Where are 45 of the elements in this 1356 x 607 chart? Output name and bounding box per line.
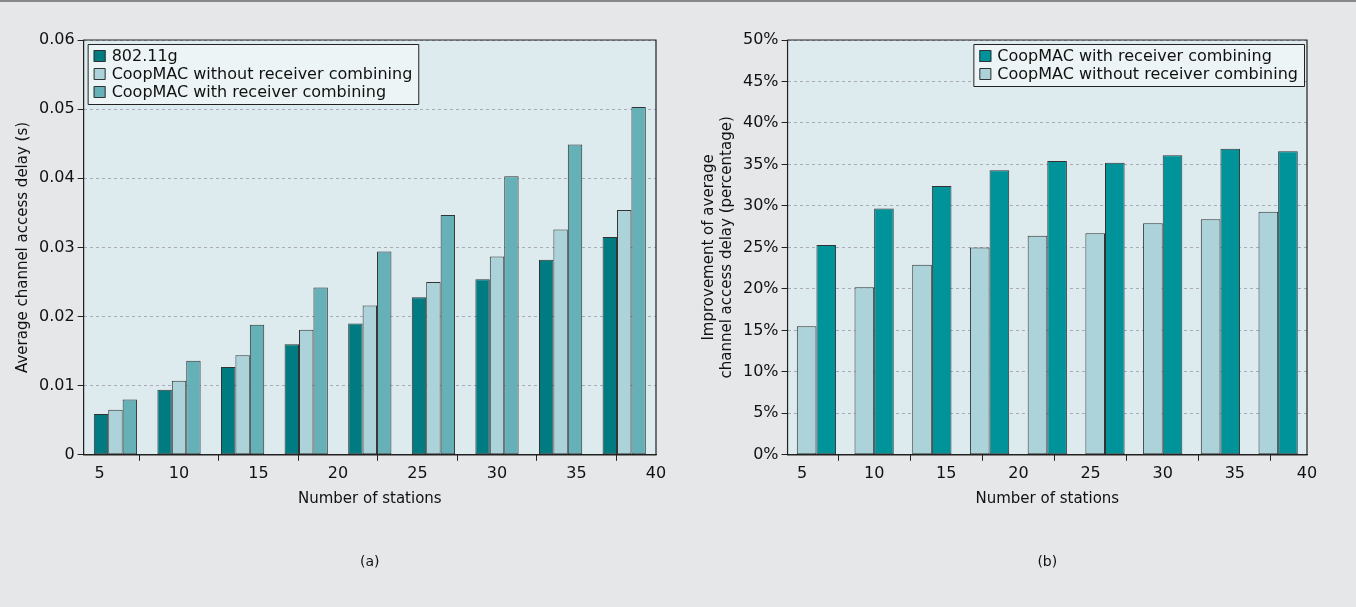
x-tick-label: 15	[248, 462, 269, 482]
x-tick-label: 10	[168, 462, 190, 482]
y-axis-title: Improvement of average channel access delay (percentage)	[698, 116, 735, 379]
y-tick-label: 50%	[743, 29, 779, 49]
x-tick-label: 20	[1008, 462, 1029, 482]
x-tick-label: 25	[407, 462, 428, 482]
x-tick-label: 40	[645, 462, 667, 482]
y-tick-label: 0.01	[39, 374, 75, 394]
y-tick-label: 0	[64, 443, 75, 463]
y-axis-title: Average channel access delay (s)	[12, 121, 31, 373]
legend-label: CoopMAC with receiver combining	[111, 82, 387, 102]
legend-label: 802.11g	[111, 46, 178, 66]
y-tick-label: 25%	[743, 236, 779, 256]
text: (b)	[1037, 552, 1058, 569]
legend-label: CoopMAC with receiver combining	[997, 46, 1272, 66]
y-tick-label: 0.06	[39, 29, 75, 49]
y-tick-label: 0.03	[39, 236, 75, 256]
x-tick-label: 35	[1224, 462, 1246, 482]
x-tick-label: 35	[566, 462, 587, 482]
y-tick-label: 30%	[743, 195, 779, 215]
y-tick-label: 15%	[743, 319, 779, 339]
y-tick-label: 0.04	[39, 167, 75, 187]
y-tick-label: 0%	[753, 443, 779, 463]
legend-label: CoopMAC without receiver combining	[997, 64, 1298, 84]
y-tick-label: 40%	[743, 112, 779, 132]
y-tick-label: 0.05	[39, 98, 75, 118]
x-tick-label: 20	[327, 462, 349, 482]
text: (a)	[360, 552, 380, 569]
x-tick-label: 10	[863, 462, 885, 482]
y-tick-label: 20%	[743, 278, 779, 298]
x-axis-title: Number of stations	[297, 488, 442, 507]
legend-label: CoopMAC without receiver combining	[111, 64, 413, 84]
y-tick-label: 35%	[743, 153, 779, 173]
x-tick-label: 5	[796, 462, 808, 482]
x-tick-label: 30	[486, 462, 508, 482]
x-tick-label: 40	[1296, 462, 1318, 482]
y-tick-label: 45%	[743, 70, 779, 90]
y-tick-label: 0.02	[39, 305, 75, 325]
x-tick-label: 25	[1080, 462, 1101, 482]
x-tick-label: 5	[94, 462, 105, 482]
x-tick-label: 15	[936, 462, 957, 482]
x-tick-label: 30	[1152, 462, 1173, 482]
y-tick-label: 5%	[753, 402, 779, 422]
y-tick-label: 10%	[743, 361, 779, 380]
x-axis-title: Number of stations	[975, 488, 1120, 507]
